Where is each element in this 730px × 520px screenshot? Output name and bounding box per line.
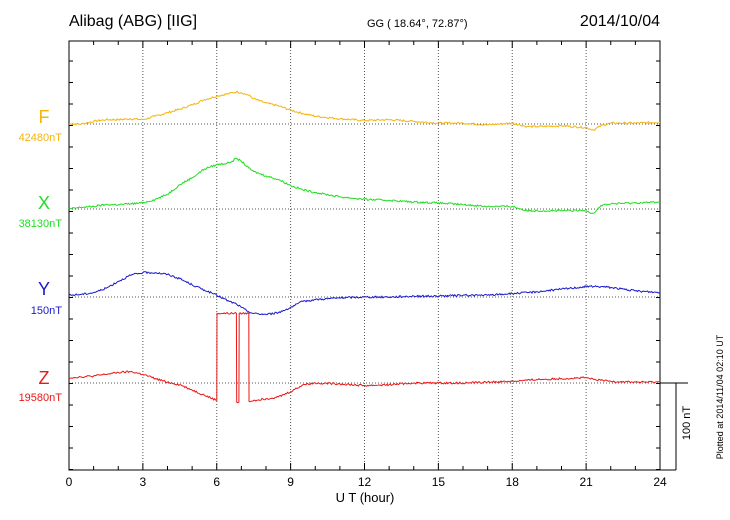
series-line-z [68,311,661,404]
grid-lines [69,41,660,470]
x-tick-label-0: 0 [66,475,73,489]
series-name-z: Z [39,368,50,388]
scale-bar: 100 nT [660,382,693,471]
series-labels: F 42480nT X 38130nT Y 150nT Z 19580nT [19,107,63,404]
x-tick-labels: 0 3 6 9 12 15 18 21 24 [66,475,667,489]
x-axis-label: U T (hour) [336,490,395,505]
x-tick-label-15: 15 [432,475,446,489]
x-tick-label-12: 12 [358,475,372,489]
plot-frame [68,40,661,471]
station-coordinates: GG ( 18.64°, 72.87°) [367,18,468,30]
series-lines [68,90,661,404]
series-baseline-x: 38130nT [19,218,63,230]
x-tick-label-3: 3 [140,475,147,489]
x-tick-label-9: 9 [287,475,294,489]
x-tick-label-24: 24 [653,475,667,489]
series-baseline-f: 42480nT [19,132,63,144]
scale-bar-label: 100 nT [681,406,693,441]
plotted-at-note: Plotted at 2014/11/04 02:10 UT [715,334,725,459]
series-name-f: F [39,107,50,127]
station-title: Alibag (ABG) [IIG] [69,13,197,30]
x-tick-label-6: 6 [213,475,220,489]
series-baseline-y: 150nT [31,305,62,317]
axis-ticks [68,41,661,470]
series-name-y: Y [38,279,50,299]
series-line-x [68,157,661,215]
plot-date: 2014/10/04 [580,13,660,30]
series-name-x: X [38,193,50,213]
series-baseline-z: 19580nT [19,392,63,404]
x-tick-label-18: 18 [506,475,520,489]
series-line-y [68,271,661,316]
series-line-f [69,90,661,131]
x-tick-label-21: 21 [579,475,593,489]
